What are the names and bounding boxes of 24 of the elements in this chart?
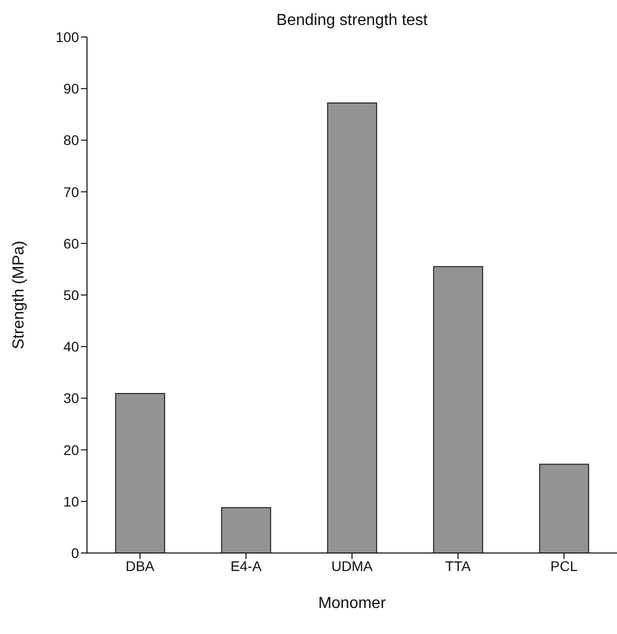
bar	[539, 464, 590, 553]
y-tick-label: 40	[63, 338, 80, 355]
bar	[221, 507, 272, 553]
x-tick-label: PCL	[550, 558, 578, 574]
y-tick-label: 10	[63, 493, 80, 510]
bar	[433, 266, 484, 553]
x-tick-label: TTA	[445, 558, 472, 574]
bar	[115, 393, 166, 553]
y-tick-label: 20	[63, 442, 80, 458]
y-tick-label: 80	[63, 132, 80, 148]
x-tick-label: DBA	[126, 558, 156, 574]
x-tick-label: E4-A	[230, 558, 262, 574]
y-tick-label: 50	[63, 286, 80, 303]
chart-title: Bending strength test	[275, 12, 429, 30]
x-tick-label: UDMA	[331, 558, 374, 574]
y-tick-label: 70	[63, 184, 80, 200]
y-tick-label: 0	[71, 544, 80, 561]
y-tick-label: 30	[63, 390, 80, 406]
bar	[327, 102, 378, 553]
y-axis-title: Strength (MPa)	[10, 240, 28, 350]
y-tick-label: 90	[63, 80, 80, 97]
y-tick-label: 60	[63, 235, 80, 252]
y-tick-label: 100	[56, 28, 80, 45]
x-axis-title: Monomer	[318, 595, 386, 612]
